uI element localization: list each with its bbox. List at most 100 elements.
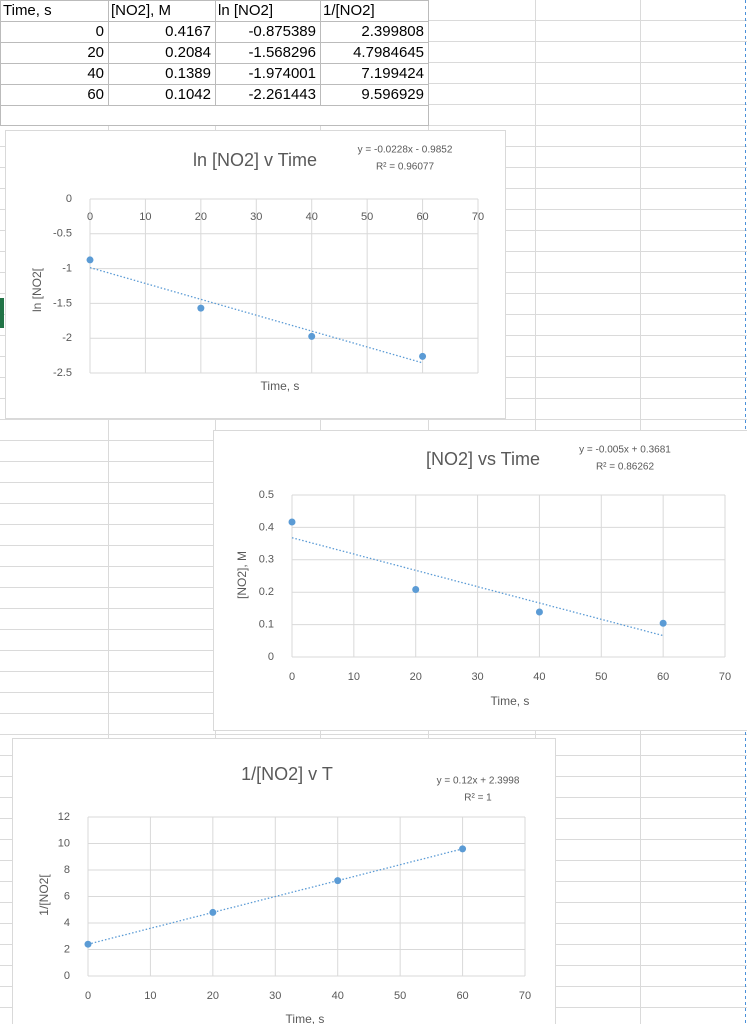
data-point [459,845,467,853]
x-tick-label: 40 [332,990,344,1002]
x-tick-label: 10 [144,990,156,1002]
x-tick-label: 20 [207,990,219,1002]
table-header: [NO2], M [111,2,171,19]
trendline-equation: y = -0.005x + 0.3681 [579,445,671,456]
row-selector [0,298,4,328]
trendline-equation: y = 0.12x + 2.3998 [437,776,520,787]
x-tick-label: 20 [410,671,422,683]
x-tick-label: 40 [533,671,545,683]
x-tick-label: 60 [657,671,669,683]
y-tick-label: 0 [268,651,274,663]
x-tick-label: 0 [87,211,93,223]
x-tick-label: 70 [472,211,484,223]
data-point [84,940,92,948]
table-cell: 7.199424 [361,65,424,82]
data-point [412,585,420,593]
data-point [535,608,543,616]
data-point [419,352,427,360]
x-axis-title: Time, s [286,1012,325,1024]
x-tick-label: 30 [250,211,262,223]
data-point [197,304,205,312]
y-axis-title: [NO2], M [235,551,249,599]
y-tick-label: 8 [64,864,70,876]
x-tick-label: 0 [289,671,295,683]
data-point [659,619,667,627]
y-tick-label: -0.5 [53,228,72,240]
y-tick-label: -2 [62,332,72,344]
x-tick-label: 40 [306,211,318,223]
y-axis-title: 1/[NO2[ [37,874,51,916]
x-tick-label: 10 [139,211,151,223]
table-cell: 0.1042 [165,86,211,103]
trendline [89,266,423,364]
r-squared: R² = 0.86262 [596,462,655,473]
table-cell: 9.596929 [361,86,424,103]
x-axis-title: Time, s [261,379,300,393]
table-cell: 2.399808 [361,23,424,40]
x-tick-label: 30 [471,671,483,683]
trendline-equation: y = -0.0228x - 0.9852 [358,145,453,156]
x-tick-label: 0 [85,990,91,1002]
y-tick-label: -1 [62,263,72,275]
trendline [291,537,664,637]
table-cell: 0.4167 [165,23,211,40]
table-cell: -2.261443 [248,86,316,103]
chart: 0 0.1 0.2 0.3 0.4 0.5 0 10 20 30 40 50 60 70 [NO2] vs … [213,430,747,731]
chart-area [5,130,506,419]
y-tick-label: 0.3 [259,554,274,566]
x-tick-label: 60 [416,211,428,223]
x-tick-label: 50 [361,211,373,223]
x-tick-label: 50 [394,990,406,1002]
table: Time, s [NO2], M ln [NO2] 1/[NO2] 0 0.4167 -0.… [0,0,429,106]
table-header: ln [NO2] [218,2,273,19]
chart-area [213,430,747,731]
table-cell: 20 [87,44,104,61]
x-tick-label: 70 [719,671,731,683]
trendline [87,848,463,945]
x-tick-label: 20 [195,211,207,223]
data-point [308,332,316,340]
x-tick-label: 30 [269,990,281,1002]
table-cell: -1.568296 [248,44,316,61]
chart-title: [NO2] vs Time [426,449,540,469]
table-header: 1/[NO2] [323,2,375,19]
table-cell: 4.7984645 [353,44,424,61]
table-cell: 0.1389 [165,65,211,82]
y-tick-label: 0.2 [259,586,274,598]
y-tick-label: 0 [66,193,72,205]
y-axis-title: ln [NO2[ [30,267,44,312]
x-tick-label: 50 [595,671,607,683]
y-tick-label: 0 [64,970,70,982]
table-cell: 0 [96,23,104,40]
chart-title: ln [NO2] v Time [193,150,317,170]
chart: 0 2 4 6 8 10 12 0 10 20 30 40 50 60 70 1/[NO2] v T y = 0… [12,738,556,1024]
data-point [86,256,94,264]
x-axis-title: Time, s [491,694,530,708]
y-tick-label: 2 [64,943,70,955]
table-cell: -1.974001 [248,65,316,82]
y-tick-label: 4 [64,917,70,929]
y-tick-label: -2.5 [53,367,72,379]
data-point [334,877,342,885]
r-squared: R² = 0.96077 [376,162,435,173]
data-point [209,908,217,916]
table-cell: -0.875389 [248,23,316,40]
y-tick-label: 0.4 [259,521,274,533]
table-header: Time, s [3,2,52,19]
x-tick-label: 60 [456,990,468,1002]
table-cell: 60 [87,86,104,103]
y-tick-label: 6 [64,890,70,902]
chart-title: 1/[NO2] v T [241,764,333,784]
data-point [288,518,296,526]
x-tick-label: 70 [519,990,531,1002]
r-squared: R² = 1 [464,793,492,804]
y-tick-label: -1.5 [53,297,72,309]
table-cell: 0.2084 [165,44,211,61]
y-tick-label: 12 [58,811,70,823]
y-tick-label: 0.5 [259,489,274,501]
chart: 0 -0.5 -1 -1.5 -2 -2.5 0 10 20 30 40 50 60 70 ln [NO2]… [5,130,506,419]
y-tick-label: 10 [58,837,70,849]
